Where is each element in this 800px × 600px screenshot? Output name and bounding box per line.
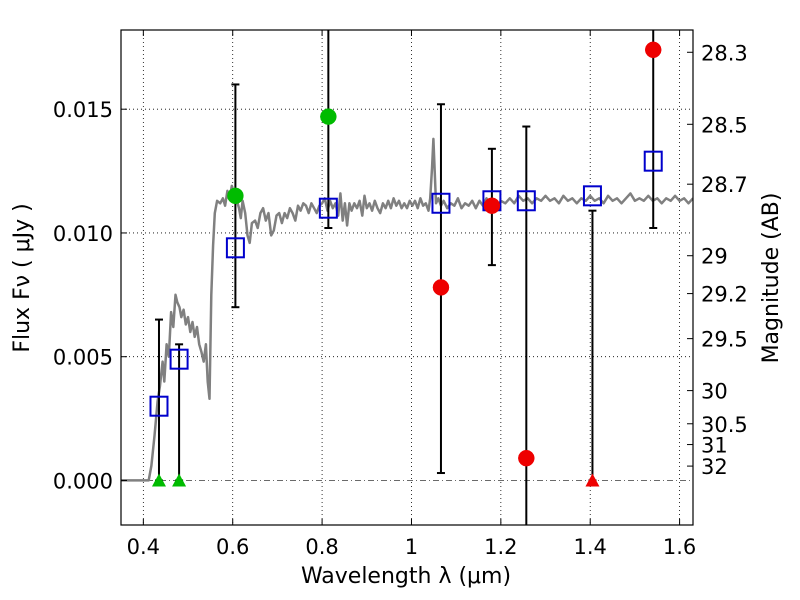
x-tick-label: 0.8 [305,535,338,559]
x-tick-label: 1 [405,535,418,559]
magnitude-tick-label: 29.5 [701,328,748,352]
upper-limit-triangle-marker [172,473,187,487]
sed-template-line [121,137,693,482]
magnitude-tick-label: 28.3 [701,41,748,65]
magnitude-tick-label: 32 [701,455,728,479]
magnitude-tick-label: 29 [701,245,728,269]
flux-circle-marker [483,197,501,214]
x-tick-label: 1.4 [574,535,607,559]
data-markers [149,41,663,487]
x-tick-label: 1.6 [663,535,696,559]
upper-limit-triangle-marker [585,473,600,487]
flux-circle-marker [227,187,244,205]
y-axis-ticks: 0.000 0.005 0.010 0.015 [53,98,127,493]
magnitude-tick-label: 30.5 [701,413,748,437]
magnitude-tick-label: 29.2 [701,283,748,307]
model-square-marker [431,192,451,214]
magnitude-tick-label: 28.7 [701,173,748,197]
magnitude-tick-label: 30 [701,380,728,404]
model-square-marker [225,237,245,259]
model-square-marker [516,190,536,212]
grid-lines [121,30,693,525]
x-tick-label: 0.6 [216,535,249,559]
flux-circle-marker [644,41,662,59]
model-square-marker [149,395,169,417]
x-axis-label: Wavelength λ (μm) [301,564,511,589]
model-square-marker [582,185,602,207]
model-square-marker [318,197,338,219]
magnitude-tick-label: 28.5 [701,113,748,137]
upper-limit-triangle-marker [151,473,166,487]
error-bars [154,30,658,525]
y-tick-label: 0.000 [53,469,113,493]
plot-frame [120,29,694,526]
flux-circle-marker [432,279,450,296]
model-square-marker [169,348,189,370]
magnitude-tick-label: 31 [701,434,728,458]
x-axis-ticks: 0.4 0.6 0.8 1 1.2 1.4 1.6 [127,30,696,559]
y-axis-label: Flux Fν ( μJy ) [10,203,35,352]
y-tick-label: 0.010 [53,222,113,246]
x-tick-label: 1.2 [484,535,517,559]
y-tick-label: 0.015 [53,98,113,122]
flux-circle-marker [320,108,337,125]
x-tick-label: 0.4 [127,535,160,559]
y-tick-label: 0.005 [53,346,113,370]
model-square-marker [643,150,663,172]
right-axis-label: Magnitude (AB) [759,193,784,364]
flux-circle-marker [518,449,535,467]
